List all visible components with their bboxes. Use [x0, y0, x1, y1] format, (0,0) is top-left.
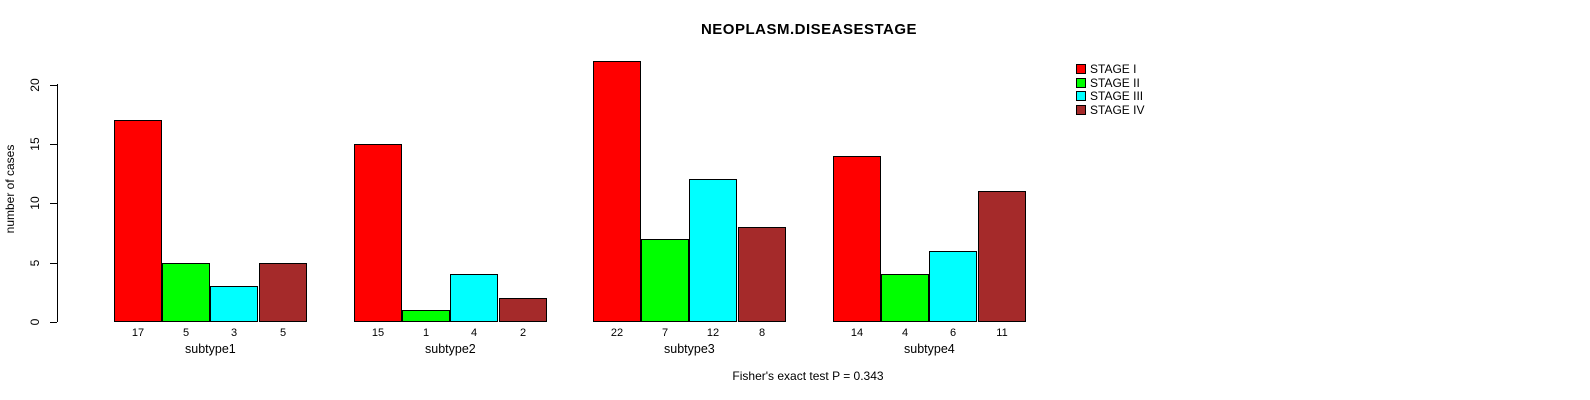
value-label-stage-i-subtype3: 22: [610, 327, 624, 339]
y-tick-label-5: 5: [28, 259, 42, 266]
value-label-stage-iii-subtype2: 4: [470, 327, 478, 339]
bar-stage-i-subtype4: [833, 156, 881, 322]
y-tick-label-20: 20: [28, 77, 42, 92]
value-label-stage-ii-subtype1: 5: [182, 327, 190, 339]
category-label-subtype2: subtype2: [425, 342, 476, 356]
category-label-subtype3: subtype3: [664, 342, 715, 356]
y-tick-mark-10: [50, 203, 57, 205]
bar-stage-i-subtype3: [593, 61, 641, 322]
bar-stage-iv-subtype1: [259, 263, 307, 322]
legend-label-stage-i: STAGE I: [1090, 62, 1137, 76]
value-label-stage-iii-subtype1: 3: [230, 327, 238, 339]
annotation-fisher-test: Fisher's exact test P = 0.343: [732, 369, 884, 383]
y-tick-label-15: 15: [28, 137, 42, 151]
legend-label-stage-ii: STAGE II: [1090, 75, 1140, 90]
legend-label-stage-iii: STAGE III: [1090, 89, 1144, 104]
bar-stage-ii-subtype2: [402, 310, 450, 322]
legend-swatch-stage-ii: [1076, 77, 1086, 88]
y-tick-label-10: 10: [28, 196, 42, 210]
value-label-stage-ii-subtype2: 1: [422, 327, 430, 339]
legend-swatch-stage-iii: [1076, 91, 1086, 102]
value-label-stage-i-subtype2: 15: [371, 327, 385, 339]
bar-stage-iv-subtype3: [738, 227, 786, 322]
value-label-stage-iv-subtype4: 11: [996, 327, 1008, 339]
category-label-subtype1: subtype1: [185, 342, 236, 356]
value-label-stage-i-subtype4: 14: [850, 327, 864, 339]
bar-stage-ii-subtype3: [641, 239, 689, 322]
value-label-stage-iv-subtype1: 5: [279, 327, 287, 339]
bar-stage-ii-subtype4: [881, 274, 929, 322]
y-tick-mark-5: [50, 262, 57, 264]
value-label-stage-iv-subtype2: 2: [519, 327, 527, 339]
legend-swatch-stage-iv: [1076, 105, 1086, 116]
bar-stage-iii-subtype1: [210, 286, 258, 322]
bar-stage-ii-subtype1: [162, 263, 210, 322]
value-label-stage-iii-subtype4: 6: [949, 327, 957, 339]
legend-swatch-stage-i: [1076, 64, 1086, 74]
chart-title: NEOPLASM.DISEASESTAGE: [700, 21, 918, 38]
bar-stage-iv-subtype4: [978, 191, 1026, 322]
bar-stage-iii-subtype2: [450, 274, 498, 322]
bar-stage-iii-subtype4: [929, 251, 977, 322]
bar-stage-iv-subtype2: [499, 298, 547, 322]
value-label-stage-ii-subtype4: 4: [901, 327, 909, 339]
y-axis-line: [57, 84, 58, 322]
category-label-subtype4: subtype4: [904, 342, 955, 356]
legend-label-stage-iv: STAGE IV: [1090, 103, 1145, 118]
value-label-stage-iii-subtype3: 12: [706, 327, 720, 339]
y-tick-mark-0: [50, 322, 57, 323]
y-tick-mark-15: [50, 143, 57, 145]
y-axis-label: number of cases: [3, 144, 17, 234]
value-label-stage-ii-subtype3: 7: [661, 327, 669, 339]
value-label-stage-i-subtype1: 17: [131, 327, 145, 339]
value-label-stage-iv-subtype3: 8: [758, 327, 766, 339]
bar-stage-i-subtype2: [354, 144, 402, 322]
y-tick-mark-20: [50, 84, 57, 86]
bar-stage-iii-subtype3: [689, 179, 737, 322]
bar-stage-i-subtype1: [114, 120, 162, 322]
y-tick-label-0: 0: [28, 318, 42, 326]
